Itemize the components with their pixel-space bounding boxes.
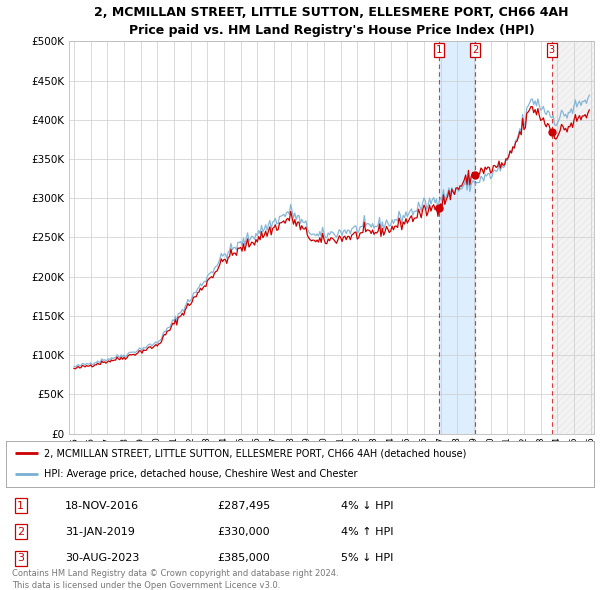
Text: £385,000: £385,000 xyxy=(218,553,271,563)
Bar xyxy=(551,41,594,434)
Text: This data is licensed under the Open Government Licence v3.0.: This data is licensed under the Open Gov… xyxy=(12,581,280,589)
Text: 5% ↓ HPI: 5% ↓ HPI xyxy=(341,553,394,563)
Text: 2: 2 xyxy=(17,527,24,537)
Text: HPI: Average price, detached house, Cheshire West and Chester: HPI: Average price, detached house, Ches… xyxy=(44,469,358,479)
Title: 2, MCMILLAN STREET, LITTLE SUTTON, ELLESMERE PORT, CH66 4AH
Price paid vs. HM La: 2, MCMILLAN STREET, LITTLE SUTTON, ELLES… xyxy=(94,6,569,37)
Text: £330,000: £330,000 xyxy=(218,527,271,537)
Text: Contains HM Land Registry data © Crown copyright and database right 2024.: Contains HM Land Registry data © Crown c… xyxy=(12,569,338,578)
Text: 30-AUG-2023: 30-AUG-2023 xyxy=(65,553,139,563)
Text: 3: 3 xyxy=(17,553,24,563)
Text: 3: 3 xyxy=(548,45,555,55)
Text: 1: 1 xyxy=(17,501,24,510)
Text: 2, MCMILLAN STREET, LITTLE SUTTON, ELLESMERE PORT, CH66 4AH (detached house): 2, MCMILLAN STREET, LITTLE SUTTON, ELLES… xyxy=(44,448,467,458)
Text: 1: 1 xyxy=(436,45,442,55)
Bar xyxy=(439,41,475,434)
Text: 4% ↑ HPI: 4% ↑ HPI xyxy=(341,527,394,537)
Text: £287,495: £287,495 xyxy=(218,501,271,510)
Text: 4% ↓ HPI: 4% ↓ HPI xyxy=(341,501,394,510)
Text: 2: 2 xyxy=(472,45,478,55)
Text: 31-JAN-2019: 31-JAN-2019 xyxy=(65,527,134,537)
Text: 18-NOV-2016: 18-NOV-2016 xyxy=(65,501,139,510)
